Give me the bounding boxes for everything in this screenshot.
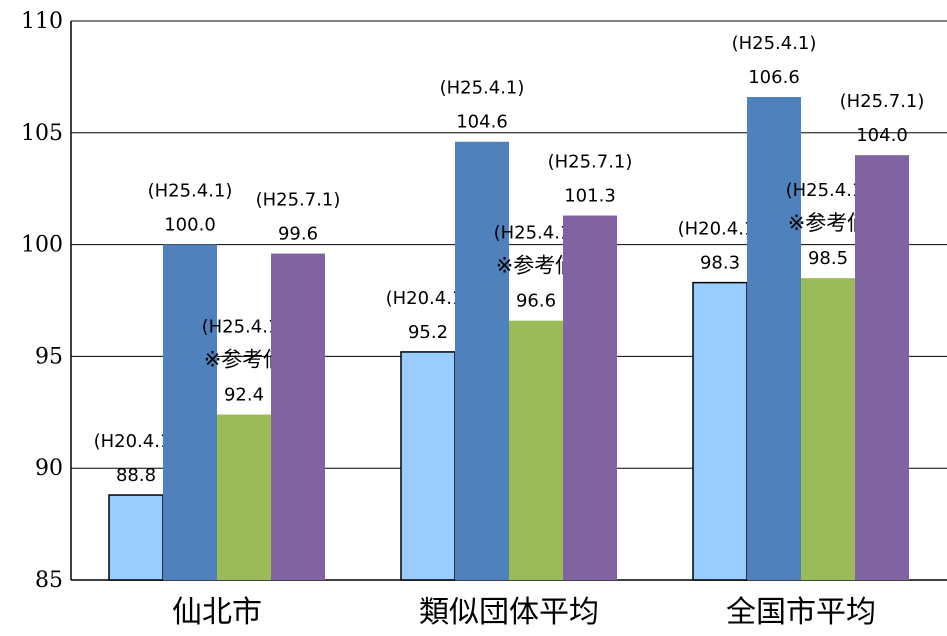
bar <box>801 278 855 580</box>
data-label: (H25.7.1) <box>256 190 341 211</box>
data-label: ※参考値 <box>788 211 869 235</box>
data-label: (H20.4.1) <box>386 288 471 309</box>
data-label: (H25.7.1) <box>548 152 633 173</box>
y-tick-label: 105 <box>21 121 63 146</box>
data-label: (H25.4.1) <box>732 33 817 54</box>
category-label: 類似団体平均 <box>419 595 599 630</box>
bar <box>271 253 325 580</box>
bar <box>217 414 271 580</box>
y-tick-label: 90 <box>35 456 63 481</box>
bar <box>455 141 509 580</box>
data-label: 92.4 <box>224 385 264 406</box>
data-label: (H20.4.1) <box>94 431 179 452</box>
y-tick-label: 100 <box>21 233 63 258</box>
data-label: ※参考値 <box>496 254 577 278</box>
data-label: 98.5 <box>808 248 848 269</box>
bar <box>163 244 217 580</box>
bar <box>509 320 563 580</box>
category-label: 全国市平均 <box>726 595 876 630</box>
data-label: 101.3 <box>564 186 616 207</box>
y-tick-label: 85 <box>35 568 63 593</box>
category-label: 仙北市 <box>172 595 262 630</box>
bar <box>563 215 617 581</box>
data-label: (H25.7.1) <box>840 91 925 112</box>
data-label: (H25.4.1) <box>440 78 525 99</box>
bar <box>855 155 909 580</box>
data-label: (H25.4.1) <box>786 180 871 201</box>
bar <box>400 351 456 581</box>
bar <box>747 97 801 581</box>
data-label: (H25.4.1) <box>202 317 287 338</box>
data-label: 88.8 <box>116 465 156 486</box>
data-label: 99.6 <box>278 224 318 245</box>
data-label: ※参考値 <box>204 348 285 372</box>
data-label: (H25.4.1) <box>494 223 579 244</box>
data-label: 104.0 <box>856 125 908 146</box>
data-label: 95.2 <box>408 322 448 343</box>
data-label: 106.6 <box>748 67 800 88</box>
data-label: 96.6 <box>516 291 556 312</box>
data-label: 98.3 <box>700 253 740 274</box>
data-label: 104.6 <box>456 112 508 133</box>
data-label: (H20.4.1) <box>678 219 763 240</box>
data-label: 100.0 <box>164 215 216 236</box>
bar <box>692 281 748 581</box>
y-tick-label: 110 <box>21 9 63 34</box>
y-tick-label: 95 <box>35 344 63 369</box>
data-label: (H25.4.1) <box>148 181 233 202</box>
bar <box>108 494 164 581</box>
